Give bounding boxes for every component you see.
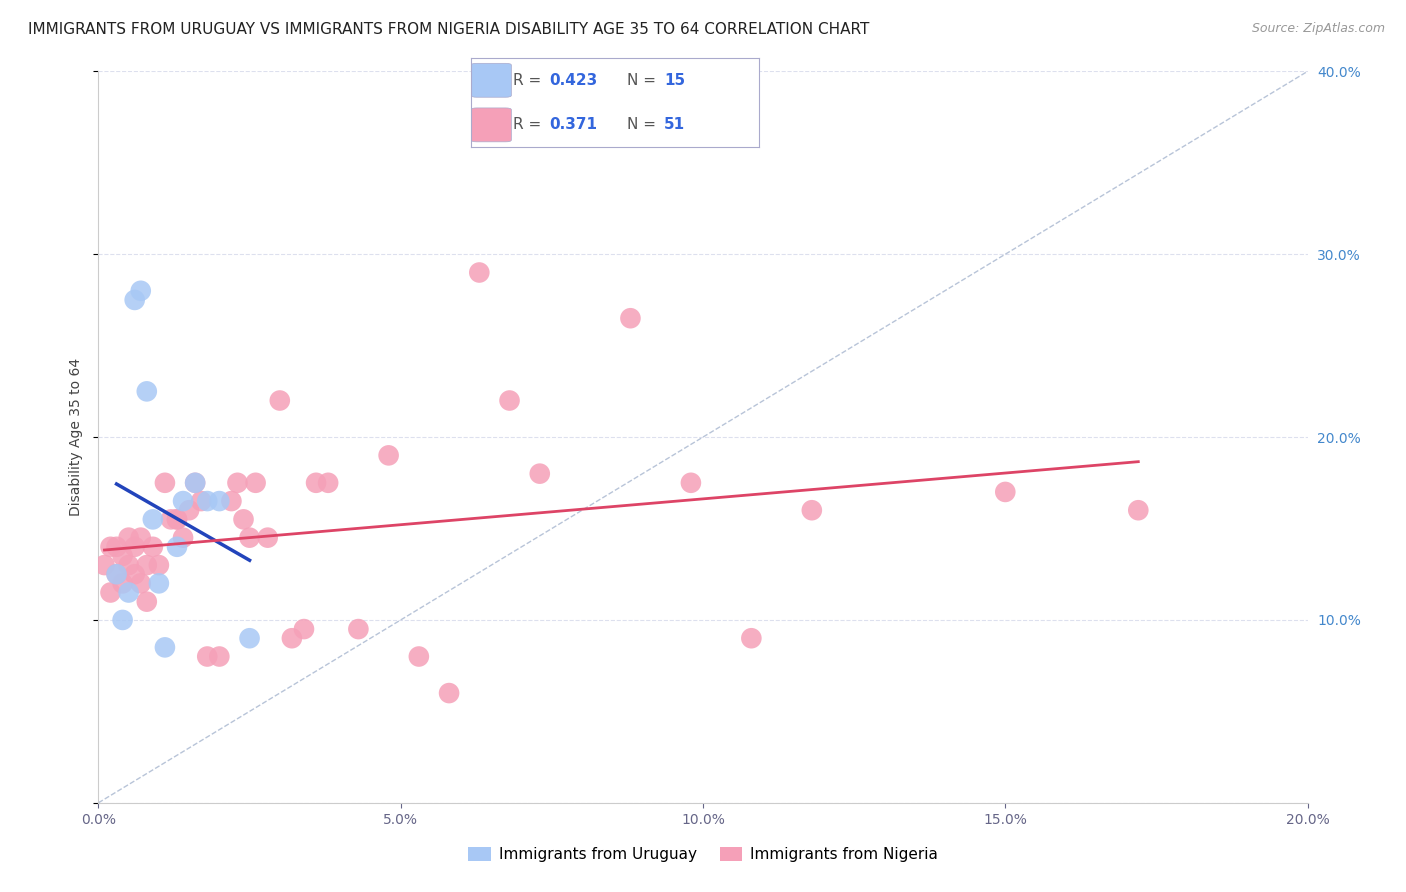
Point — [148, 576, 170, 591]
Point — [135, 558, 157, 573]
Point — [232, 512, 254, 526]
Point — [100, 585, 122, 599]
Point — [208, 494, 231, 508]
Point — [619, 311, 641, 326]
Text: N =: N = — [627, 118, 655, 132]
Point — [377, 448, 399, 462]
Point — [111, 613, 134, 627]
Point — [129, 531, 152, 545]
Point — [124, 540, 146, 554]
Text: 0.423: 0.423 — [548, 73, 598, 87]
Point — [305, 475, 328, 490]
Text: R =: R = — [513, 73, 541, 87]
Legend: Immigrants from Uruguay, Immigrants from Nigeria: Immigrants from Uruguay, Immigrants from… — [463, 841, 943, 868]
Point — [221, 494, 243, 508]
Point — [166, 540, 188, 554]
Point — [166, 512, 188, 526]
Text: 0.371: 0.371 — [548, 118, 596, 132]
FancyBboxPatch shape — [471, 108, 512, 142]
Point — [111, 576, 134, 591]
Text: Source: ZipAtlas.com: Source: ZipAtlas.com — [1251, 22, 1385, 36]
Point — [245, 475, 267, 490]
Text: IMMIGRANTS FROM URUGUAY VS IMMIGRANTS FROM NIGERIA DISABILITY AGE 35 TO 64 CORRE: IMMIGRANTS FROM URUGUAY VS IMMIGRANTS FR… — [28, 22, 869, 37]
Text: 15: 15 — [664, 73, 685, 87]
Point — [153, 475, 176, 490]
Y-axis label: Disability Age 35 to 64: Disability Age 35 to 64 — [69, 358, 83, 516]
Point — [135, 384, 157, 399]
Point — [239, 632, 262, 646]
Point — [316, 475, 339, 490]
Point — [124, 567, 146, 582]
Point — [269, 393, 291, 408]
Point — [740, 632, 762, 646]
Point — [195, 649, 218, 664]
Point — [1128, 503, 1150, 517]
Point — [160, 512, 183, 526]
Point — [111, 549, 134, 563]
FancyBboxPatch shape — [471, 63, 512, 97]
Point — [347, 622, 370, 636]
Point — [468, 266, 491, 280]
Point — [226, 475, 249, 490]
Point — [100, 540, 122, 554]
Point — [172, 531, 194, 545]
Point — [239, 531, 262, 545]
Point — [142, 512, 165, 526]
Text: N =: N = — [627, 73, 655, 87]
Point — [208, 649, 231, 664]
Point — [118, 558, 141, 573]
Point — [679, 475, 702, 490]
Point — [129, 576, 152, 591]
Point — [118, 585, 141, 599]
Point — [994, 485, 1017, 500]
Point — [195, 494, 218, 508]
Point — [118, 531, 141, 545]
Point — [172, 494, 194, 508]
Point — [256, 531, 278, 545]
Point — [105, 540, 128, 554]
Text: R =: R = — [513, 118, 541, 132]
Point — [142, 540, 165, 554]
Point — [190, 494, 212, 508]
Point — [179, 503, 201, 517]
Text: 51: 51 — [664, 118, 685, 132]
Point — [129, 284, 152, 298]
Point — [408, 649, 430, 664]
Point — [437, 686, 460, 700]
Point — [105, 567, 128, 582]
Point — [124, 293, 146, 307]
Point — [184, 475, 207, 490]
Point — [529, 467, 551, 481]
Point — [166, 512, 188, 526]
Point — [135, 594, 157, 608]
Point — [281, 632, 304, 646]
Point — [498, 393, 520, 408]
Point — [184, 475, 207, 490]
Point — [105, 567, 128, 582]
Point — [93, 558, 115, 573]
Point — [800, 503, 823, 517]
Point — [292, 622, 315, 636]
Point — [148, 558, 170, 573]
Point — [153, 640, 176, 655]
